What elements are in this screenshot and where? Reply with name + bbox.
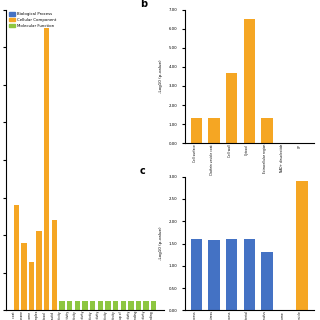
Bar <box>191 239 202 310</box>
Bar <box>105 301 111 310</box>
Bar <box>29 261 34 310</box>
Bar <box>21 243 27 310</box>
Text: b: b <box>140 0 147 9</box>
Bar <box>13 205 19 310</box>
Bar <box>113 301 118 310</box>
Bar <box>296 181 308 310</box>
Bar <box>226 239 237 310</box>
Bar <box>226 73 237 143</box>
Bar <box>261 252 273 310</box>
Bar <box>82 301 88 310</box>
Bar <box>191 118 202 143</box>
Legend: Biological Process, Cellular Component, Molecular Function: Biological Process, Cellular Component, … <box>8 12 57 28</box>
Bar <box>67 301 72 310</box>
Bar <box>128 301 133 310</box>
Bar <box>36 231 42 310</box>
Bar <box>75 301 80 310</box>
Bar <box>151 301 156 310</box>
Bar <box>121 301 126 310</box>
Bar <box>143 301 149 310</box>
Bar <box>244 239 255 310</box>
Text: c: c <box>140 166 146 176</box>
Bar <box>208 240 220 310</box>
Bar <box>44 28 50 310</box>
Y-axis label: -Log10 (p-value): -Log10 (p-value) <box>159 60 163 93</box>
Bar <box>208 118 220 143</box>
Y-axis label: -Log10 (p-value): -Log10 (p-value) <box>159 227 163 260</box>
Bar <box>52 220 57 310</box>
Bar <box>136 301 141 310</box>
Bar <box>60 301 65 310</box>
Bar <box>244 19 255 143</box>
Bar <box>261 118 273 143</box>
Bar <box>98 301 103 310</box>
Bar <box>90 301 95 310</box>
